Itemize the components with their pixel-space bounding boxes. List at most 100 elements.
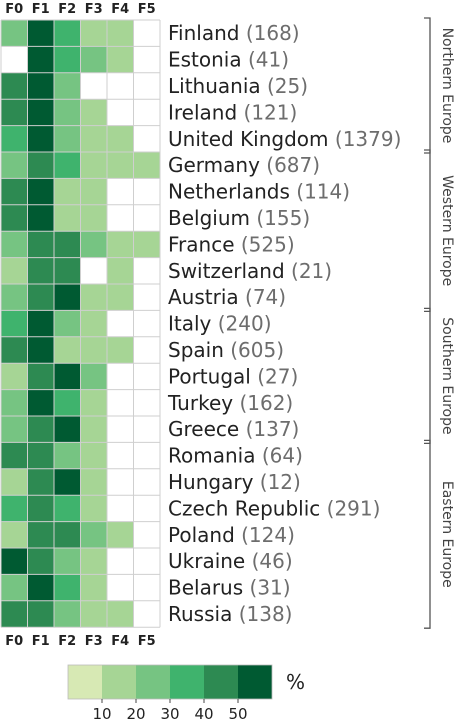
heatmap-cell <box>1 178 28 205</box>
country-name: Ukraine <box>168 549 252 573</box>
sample-count: (138) <box>239 602 293 626</box>
heatmap-cell <box>54 468 81 496</box>
heatmap-cells <box>1 20 160 628</box>
heatmap-cell <box>27 310 54 337</box>
heatmap-cell <box>133 336 160 364</box>
heatmap-cell <box>1 46 28 73</box>
heatmap-cell <box>133 284 160 311</box>
heatmap-cell <box>1 336 28 364</box>
country-name: Netherlands <box>168 180 296 204</box>
heatmap-cell <box>80 178 107 205</box>
legend-tick-label: 40 <box>194 705 213 720</box>
heatmap-cell <box>54 574 81 601</box>
country-name: Poland <box>168 523 241 547</box>
region-bracket <box>424 149 431 313</box>
heatmap-cell <box>54 521 81 548</box>
heatmap-cell <box>27 600 54 628</box>
country-name: Italy <box>168 312 218 336</box>
heatmap-cell <box>133 46 160 73</box>
heatmap-cell <box>133 20 160 47</box>
heatmap-cell <box>80 257 107 284</box>
country-name: Hungary <box>168 470 260 494</box>
heatmap-cell <box>133 178 160 205</box>
heatmap-cell <box>107 521 134 548</box>
heatmap-cell <box>27 46 54 73</box>
country-label: Spain (605) <box>168 338 284 362</box>
country-name: Ireland <box>168 100 244 124</box>
country-label: Romania (64) <box>168 444 303 468</box>
heatmap-cell <box>107 152 134 179</box>
heatmap-cell <box>54 442 81 469</box>
region-bracket <box>424 307 431 445</box>
heatmap-cell <box>107 548 134 575</box>
heatmap-cell <box>54 310 81 337</box>
country-label: Italy (240) <box>168 312 272 336</box>
heatmap-cell <box>27 178 54 205</box>
heatmap-cell <box>54 46 81 73</box>
color-legend: 10 20 30 40 50% <box>67 664 305 720</box>
sample-count: (12) <box>260 470 301 494</box>
heatmap-cell <box>1 442 28 469</box>
country-name: Austria <box>168 285 245 309</box>
heatmap-cell <box>107 257 134 284</box>
heatmap-cell <box>1 389 28 416</box>
country-name: Belarus <box>168 576 250 600</box>
heatmap-cell <box>27 204 54 232</box>
sample-count: (291) <box>327 496 381 520</box>
grid-lines <box>0 19 161 628</box>
heatmap-cell <box>107 178 134 205</box>
sample-count: (121) <box>244 100 298 124</box>
heatmap-cell <box>80 310 107 337</box>
heatmap-cell <box>27 416 54 443</box>
heatmap-cell <box>133 548 160 575</box>
heatmap-cell <box>133 125 160 152</box>
heatmap-cell <box>133 99 160 126</box>
country-name: Switzerland <box>168 259 291 283</box>
region-label: Northern Europe <box>439 28 455 144</box>
heatmap-cell <box>54 363 81 390</box>
heatmap-cell <box>54 548 81 575</box>
region-bracket <box>424 439 431 629</box>
heatmap-cell <box>80 363 107 390</box>
country-name: Turkey <box>167 391 239 415</box>
sample-count: (124) <box>241 523 295 547</box>
country-name: Spain <box>168 338 230 362</box>
heatmap-cell <box>27 495 54 522</box>
sample-count: (64) <box>262 444 303 468</box>
heatmap-cell <box>1 363 28 390</box>
heatmap-cell <box>107 495 134 522</box>
heatmap-cell <box>27 72 54 100</box>
legend-swatch <box>238 665 272 699</box>
heatmap-cell <box>107 20 134 47</box>
heatmap-cell <box>107 125 134 152</box>
heatmap-cell <box>54 336 81 364</box>
legend-tick-label: 10 <box>92 705 111 720</box>
heatmap-cell <box>107 574 134 601</box>
country-name: Greece <box>168 417 246 441</box>
column-label-bottom: F4 <box>111 634 129 649</box>
heatmap-cell <box>80 495 107 522</box>
country-label: United Kingdom (1379) <box>168 127 401 151</box>
country-label: Lithuania (25) <box>168 74 308 98</box>
column-label-top: F3 <box>85 2 103 17</box>
column-label-top: F4 <box>111 2 129 17</box>
heatmap-cell <box>1 495 28 522</box>
heatmap-cell <box>1 152 28 179</box>
country-label: Belgium (155) <box>168 206 310 230</box>
heatmap-cell <box>1 600 28 628</box>
heatmap-cell <box>27 442 54 469</box>
heatmap-cell <box>54 600 81 628</box>
heatmap-cell <box>107 284 134 311</box>
column-label-top: F1 <box>32 2 50 17</box>
sample-count: (687) <box>266 153 320 177</box>
country-label: Germany (687) <box>168 153 320 177</box>
heatmap-cell <box>27 468 54 496</box>
country-label: Ukraine (46) <box>168 549 293 573</box>
heatmap-cell <box>107 416 134 443</box>
column-labels-top: F0 F1 F2 F3 F4 F5 <box>5 2 155 17</box>
heatmap-cell <box>133 600 160 628</box>
country-name: Germany <box>168 153 266 177</box>
heatmap-cell <box>54 416 81 443</box>
column-label-top: F2 <box>58 2 76 17</box>
heatmap-cell <box>27 284 54 311</box>
